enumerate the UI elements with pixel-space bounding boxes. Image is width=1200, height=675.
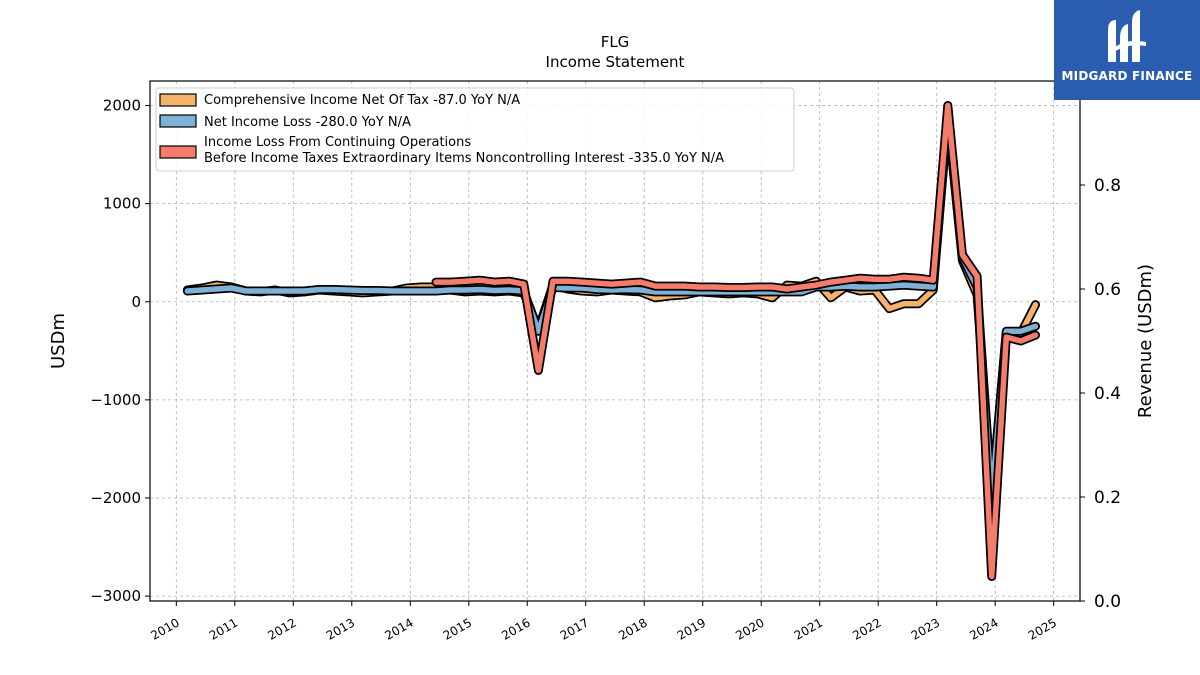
x-tick-label: 2015 (441, 615, 474, 642)
x-tick-label: 2013 (324, 615, 357, 642)
x-tick-label: 2018 (616, 615, 649, 642)
legend-label-net-income-loss: Net Income Loss -280.0 YoY N/A (204, 115, 411, 130)
legend-swatch-pretax-income (159, 145, 197, 159)
y-tick-label: 2000 (103, 97, 141, 115)
plot-frame (149, 80, 1081, 602)
series-outline-comprehensive-income (182, 110, 1040, 503)
x-tick-label: 2023 (909, 615, 942, 642)
midgard-logo-icon (1108, 10, 1146, 62)
y-axis-label: USDm (48, 313, 69, 369)
chart-subtitle: Income Statement (546, 53, 685, 71)
x-tick-label: 2019 (675, 615, 708, 642)
x-tick-label: 2020 (733, 615, 766, 642)
y-tick-label: 1000 (103, 195, 141, 213)
x-tick-label: 2022 (850, 615, 883, 642)
x-tick-label: 2014 (382, 615, 415, 642)
y-tick-label: 0 (131, 293, 141, 311)
brand-name: MIDGARD FINANCE (1061, 69, 1193, 83)
y-tick-label: −2000 (90, 489, 141, 507)
legend: Comprehensive Income Net Of Tax -87.0 Yo… (155, 87, 795, 172)
x-tick-label: 2017 (558, 615, 591, 642)
x-tick-label: 2012 (265, 615, 298, 642)
y2-tick-label: 0.2 (1094, 488, 1121, 508)
x-tick-label: 2011 (207, 615, 240, 642)
y-axis-ticks: −3000 −2000 −1000 0 1000 2000 (90, 97, 150, 605)
series-lines (182, 101, 1040, 581)
series-line-pretax-income (433, 102, 1039, 580)
x-tick-label: 2025 (1026, 615, 1059, 642)
y-tick-label: −1000 (90, 391, 141, 409)
legend-label-line: Before Income Taxes Extraordinary Items … (204, 151, 724, 166)
y2-tick-label: 0.8 (1094, 176, 1121, 196)
chart-title: FLG (601, 33, 630, 51)
y2-tick-label: 0.6 (1094, 280, 1121, 300)
x-tick-label: 2021 (792, 615, 825, 642)
legend-swatch-comprehensive-income (159, 93, 197, 107)
y2-axis-ticks: 0.0 0.2 0.4 0.6 0.8 (1080, 176, 1121, 612)
legend-swatch-net-income-loss (159, 114, 197, 128)
series-line-net-income-loss (184, 112, 1039, 501)
y2-tick-label: 0.0 (1094, 592, 1121, 612)
series-outline-pretax-income (431, 101, 1040, 581)
y2-tick-label: 0.4 (1094, 384, 1121, 404)
legend-box (155, 87, 795, 172)
y2-axis-label: Revenue (USDm) (1135, 264, 1156, 418)
x-axis-ticks: 2010 2011 2012 2013 2014 2015 2016 2017 2018 2019… (148, 601, 1059, 643)
x-tick-label: 2024 (967, 615, 1000, 642)
x-tick-label: 2010 (148, 615, 181, 642)
brand-logo: MIDGARD FINANCE (1054, 0, 1200, 100)
legend-label-line: Income Loss From Continuing Operations (204, 135, 471, 150)
legend-label-comprehensive-income: Comprehensive Income Net Of Tax -87.0 Yo… (204, 93, 520, 108)
legend-label-pretax-income: Income Loss From Continuing Operations Be… (204, 135, 724, 166)
y-tick-label: −3000 (90, 587, 141, 605)
x-tick-label: 2016 (499, 615, 532, 642)
